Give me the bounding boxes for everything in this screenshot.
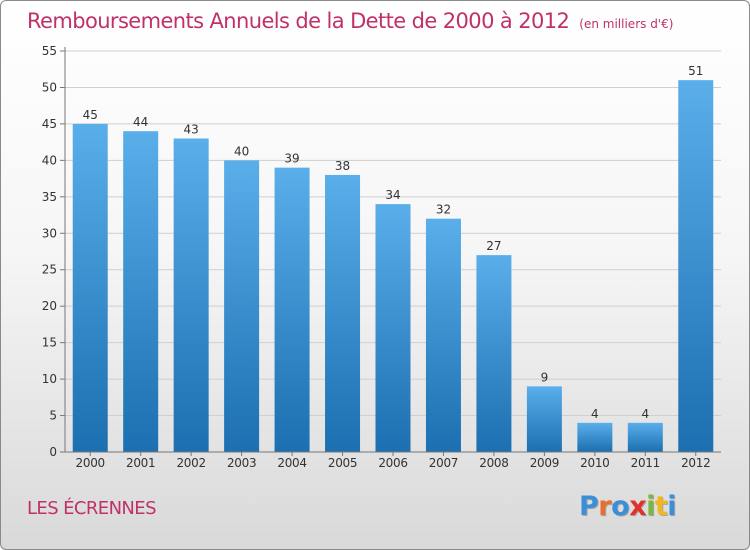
x-tick-label: 2009 [530, 456, 559, 470]
bar-2010 [577, 422, 613, 452]
bar-2005 [325, 174, 361, 453]
data-label: 38 [335, 159, 350, 173]
bar-2006 [375, 204, 411, 452]
y-tick-label: 0 [49, 445, 57, 459]
chart-title-text: Remboursements Annuels de la Dette de 20… [27, 9, 570, 33]
y-tick-labels: 0 5 10 15 20 25 30 35 40 45 50 55 [42, 44, 57, 459]
data-label: 44 [133, 115, 148, 129]
x-tick-label: 2006 [378, 456, 407, 470]
chart-title: Remboursements Annuels de la Dette de 20… [27, 9, 673, 33]
x-tick-label: 2004 [277, 456, 306, 470]
bar-2004 [274, 167, 310, 452]
x-tick-label: 2002 [176, 456, 205, 470]
x-tick-label: 2005 [328, 456, 357, 470]
data-label: 32 [436, 203, 451, 217]
x-tick-labels: 2000 2001 2002 2003 2004 2005 2006 2007 2008 2009… [76, 456, 711, 470]
bars [72, 80, 714, 453]
bar-2012 [678, 80, 714, 452]
data-label: 9 [541, 370, 549, 384]
data-label: 45 [83, 108, 98, 122]
x-tick-label: 2007 [429, 456, 458, 470]
bar-2009 [526, 386, 562, 452]
y-tick-label: 50 [42, 80, 57, 94]
y-tick-label: 40 [42, 153, 57, 167]
logo-letter: x [629, 491, 647, 522]
data-label: 40 [234, 144, 249, 158]
data-label: 27 [486, 239, 501, 253]
y-tick-label: 5 [49, 409, 57, 423]
x-tick-label: 2003 [227, 456, 256, 470]
bar-2000 [72, 123, 108, 452]
y-tick-label: 20 [42, 299, 57, 313]
axes [60, 47, 721, 456]
data-label: 4 [641, 407, 649, 421]
data-label: 51 [688, 64, 703, 78]
logo-letter: t [654, 491, 668, 522]
data-label: 4 [591, 407, 599, 421]
y-tick-label: 55 [42, 44, 57, 58]
y-tick-label: 30 [42, 226, 57, 240]
proxiti-logo: Proxiti [579, 491, 677, 522]
chart-subtitle: (en milliers d'€) [579, 17, 674, 31]
logo-letter: P [579, 491, 599, 522]
bar-2007 [425, 218, 461, 452]
x-tick-label: 2010 [580, 456, 609, 470]
data-label: 43 [184, 122, 199, 136]
data-label: 34 [385, 188, 400, 202]
bar-2003 [224, 160, 260, 452]
logo-letter: i [667, 491, 677, 522]
y-tick-label: 25 [42, 263, 57, 277]
y-tick-label: 15 [42, 336, 57, 350]
y-tick-label: 10 [42, 372, 57, 386]
y-tick-label: 35 [42, 190, 57, 204]
place-name: LES ÉCRENNES [27, 498, 157, 519]
x-tick-label: 2000 [76, 456, 105, 470]
logo-letter: o [611, 491, 630, 522]
bar-2002 [173, 138, 209, 452]
x-tick-label: 2008 [479, 456, 508, 470]
x-tick-label: 2001 [126, 456, 155, 470]
bar-2011 [627, 422, 663, 452]
bar-2008 [476, 255, 512, 452]
bar-2001 [123, 131, 159, 452]
y-tick-label: 45 [42, 117, 57, 131]
x-tick-label: 2011 [631, 456, 660, 470]
data-label: 39 [284, 152, 299, 166]
x-tick-label: 2012 [681, 456, 710, 470]
logo-letter: i [646, 491, 655, 522]
logo-letter: r [598, 491, 612, 522]
